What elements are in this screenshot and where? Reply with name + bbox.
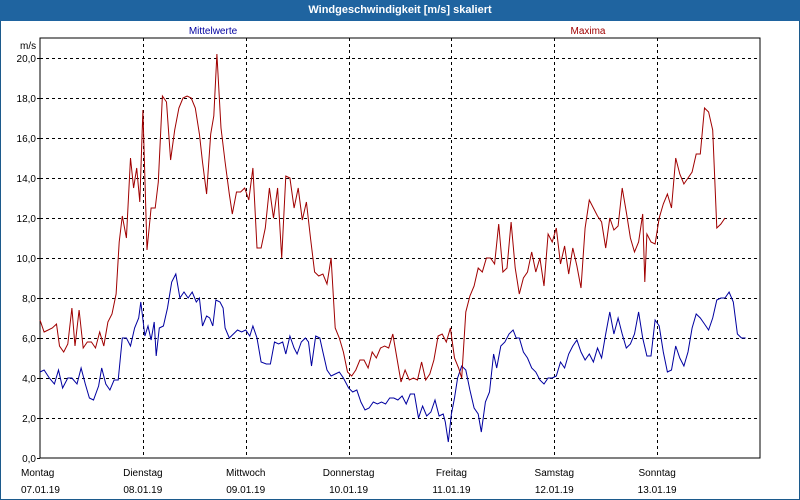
legend-maxima: Maxima [570,26,605,37]
x-tick-date: 11.01.19 [432,485,471,496]
y-tick-label: 0,0 [22,454,36,465]
x-tick-date: 08.01.19 [123,485,162,496]
x-axis-ticks: Montag 07.01.19 Dienstag 08.01.19 Mittwoch 09… [21,468,677,496]
grid [39,37,761,459]
y-tick-label: 2,0 [22,414,36,425]
x-tick-date: 10.01.19 [329,485,368,496]
y-axis-ticks: 0,0 2,0 4,0 6,0 8,0 10,0 12,0 14,0 16,0 18,0 20,0 [17,54,40,465]
y-tick-label: 6,0 [22,334,36,345]
y-axis-unit: m/s [20,41,36,52]
series-line-mittelwerte [39,272,746,443]
x-tick-day: Donnerstag [323,468,375,479]
y-tick-label: 8,0 [22,294,36,305]
y-tick-label: 4,0 [22,374,36,385]
y-tick-label: 10,0 [17,254,37,265]
x-tick-day: Samstag [535,468,574,479]
y-tick-label: 12,0 [17,214,37,225]
y-tick-label: 14,0 [17,174,37,185]
legend-mittelwerte: Mittelwerte [189,26,238,37]
x-tick-date: 12.01.19 [535,485,574,496]
plot-border [39,37,761,459]
x-tick-day: Mittwoch [226,468,265,479]
series-line-maxima [39,53,726,383]
y-tick-label: 16,0 [17,134,37,145]
x-tick-day: Sonntag [639,468,676,479]
x-tick-date: 13.01.19 [638,485,677,496]
x-tick-day: Montag [21,468,54,479]
x-tick-date: 09.01.19 [226,485,265,496]
series-lines [39,53,746,443]
x-tick-date: 07.01.19 [21,485,60,496]
x-tick-day: Dienstag [123,468,162,479]
y-tick-label: 18,0 [17,94,37,105]
x-tick-day: Freitag [436,468,467,479]
y-tick-label: 20,0 [17,54,37,65]
legend: Mittelwerte Maxima [189,26,606,37]
window-title: Windgeschwindigkeit [m/s] skaliert [0,0,800,21]
